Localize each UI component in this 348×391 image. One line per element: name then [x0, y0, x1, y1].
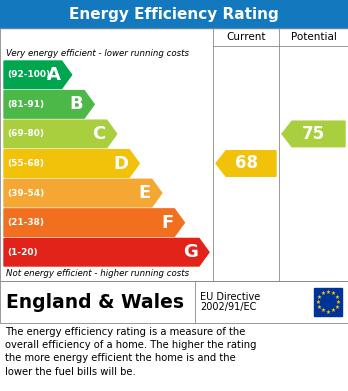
Text: 75: 75 — [302, 125, 325, 143]
Bar — [314, 288, 342, 316]
Text: G: G — [183, 243, 198, 261]
Text: A: A — [47, 66, 61, 84]
Text: ★: ★ — [326, 310, 331, 314]
Text: (92-100): (92-100) — [7, 70, 50, 79]
Text: Potential: Potential — [291, 32, 337, 42]
Text: (21-38): (21-38) — [7, 218, 44, 227]
Text: B: B — [70, 95, 83, 113]
Text: ★: ★ — [317, 294, 322, 300]
Text: ★: ★ — [316, 300, 321, 305]
Text: F: F — [161, 213, 173, 231]
Text: ★: ★ — [317, 305, 322, 310]
Text: D: D — [113, 154, 128, 172]
Text: ★: ★ — [335, 300, 340, 305]
Polygon shape — [282, 121, 345, 147]
Text: Current: Current — [226, 32, 266, 42]
Text: (1-20): (1-20) — [7, 248, 38, 257]
Text: (55-68): (55-68) — [7, 159, 44, 168]
Text: England & Wales: England & Wales — [6, 292, 184, 312]
Text: EU Directive: EU Directive — [200, 292, 260, 302]
Text: 68: 68 — [235, 154, 258, 172]
Text: ★: ★ — [334, 294, 339, 300]
Text: The energy efficiency rating is a measure of the
overall efficiency of a home. T: The energy efficiency rating is a measur… — [5, 327, 256, 377]
Text: Very energy efficient - lower running costs: Very energy efficient - lower running co… — [6, 48, 189, 57]
Polygon shape — [216, 151, 276, 176]
Text: 2002/91/EC: 2002/91/EC — [200, 302, 256, 312]
Polygon shape — [4, 239, 209, 266]
Text: ★: ★ — [321, 291, 325, 296]
Polygon shape — [4, 209, 184, 237]
Bar — [0, 0, 348, 28]
Polygon shape — [4, 179, 162, 207]
Text: ★: ★ — [334, 305, 339, 310]
Text: (39-54): (39-54) — [7, 188, 44, 197]
Text: ★: ★ — [321, 308, 325, 313]
Text: Not energy efficient - higher running costs: Not energy efficient - higher running co… — [6, 269, 189, 278]
Text: ★: ★ — [331, 308, 335, 313]
Polygon shape — [4, 150, 139, 177]
Bar — [0, 281, 348, 323]
Text: ★: ★ — [331, 291, 335, 296]
Bar — [0, 28, 348, 281]
Text: C: C — [93, 125, 106, 143]
Polygon shape — [4, 120, 117, 148]
Text: ★: ★ — [326, 289, 331, 294]
Text: Energy Efficiency Rating: Energy Efficiency Rating — [69, 7, 279, 22]
Polygon shape — [4, 61, 72, 89]
Text: E: E — [139, 184, 151, 202]
Polygon shape — [4, 91, 94, 118]
Text: (81-91): (81-91) — [7, 100, 44, 109]
Text: (69-80): (69-80) — [7, 129, 44, 138]
